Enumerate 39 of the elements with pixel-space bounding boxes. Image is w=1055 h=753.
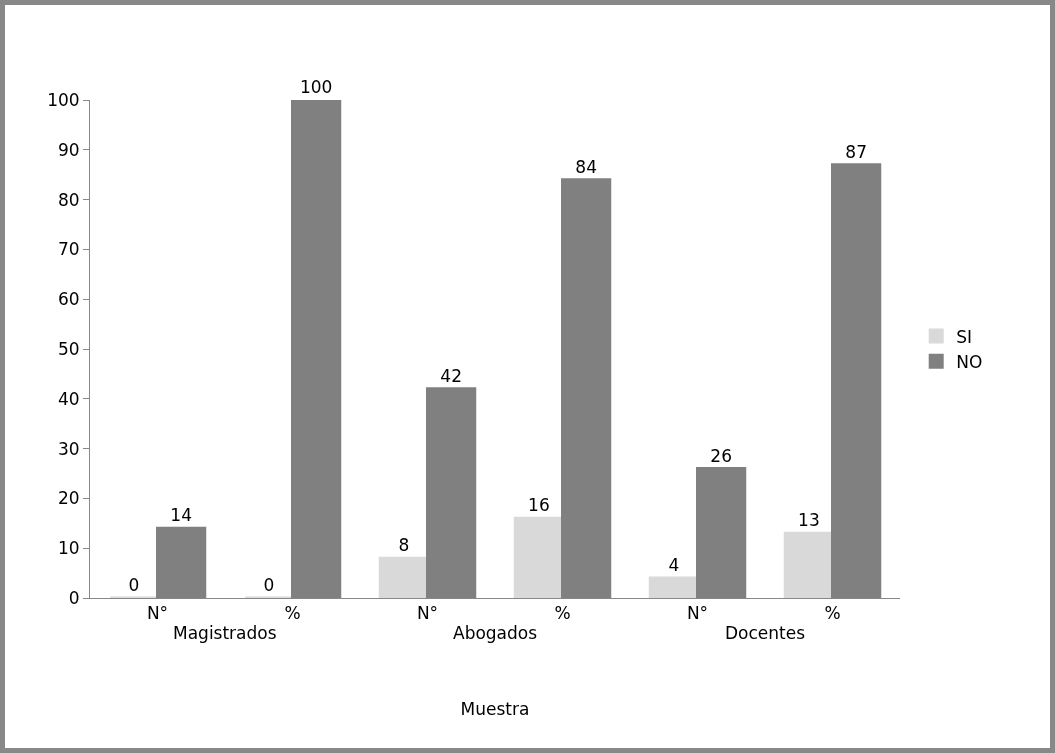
data-label: 84 [575, 156, 597, 177]
x-tick-label: % [284, 603, 301, 624]
bar [513, 516, 564, 598]
data-label: 100 [299, 77, 333, 97]
bar [378, 556, 429, 598]
y-tick-label: 80 [57, 189, 80, 210]
bar [648, 576, 699, 598]
data-label: 87 [845, 141, 867, 162]
y-tick-label: 30 [57, 438, 80, 459]
data-label: 16 [528, 495, 550, 516]
y-tick-label: 60 [57, 289, 80, 310]
data-label: 42 [440, 365, 462, 386]
legend-label: SI [956, 326, 973, 347]
y-tick-label: 50 [57, 338, 80, 359]
data-label: 14 [170, 505, 192, 526]
text: Abogados [453, 623, 538, 643]
data-label: 13 [798, 510, 820, 531]
x-tick-label: % [824, 603, 841, 624]
data-label: 0 [128, 575, 140, 595]
legend-label: NO [956, 351, 983, 372]
y-tick-label: 70 [57, 239, 80, 260]
x-tick-label: N° [416, 603, 439, 624]
y-tick-label: 10 [57, 538, 80, 559]
text: Docentes [725, 623, 806, 643]
y-tick-label: 40 [57, 388, 80, 409]
text: Magistrados [173, 623, 277, 643]
data-label: 26 [710, 445, 732, 466]
data-label: 8 [398, 535, 410, 556]
bar [783, 531, 834, 598]
x-tick-label: % [554, 603, 571, 624]
x-tick-label: N° [146, 603, 169, 624]
y-tick-label: 90 [57, 139, 80, 160]
data-label: 4 [668, 555, 680, 576]
y-tick-label: 0 [68, 587, 80, 608]
x-tick-label: N° [686, 603, 709, 624]
x-axis-title: Muestra [460, 698, 530, 719]
data-label: 0 [263, 575, 275, 595]
y-tick-label: 20 [57, 488, 80, 509]
y-tick-label: 100 [47, 89, 80, 110]
